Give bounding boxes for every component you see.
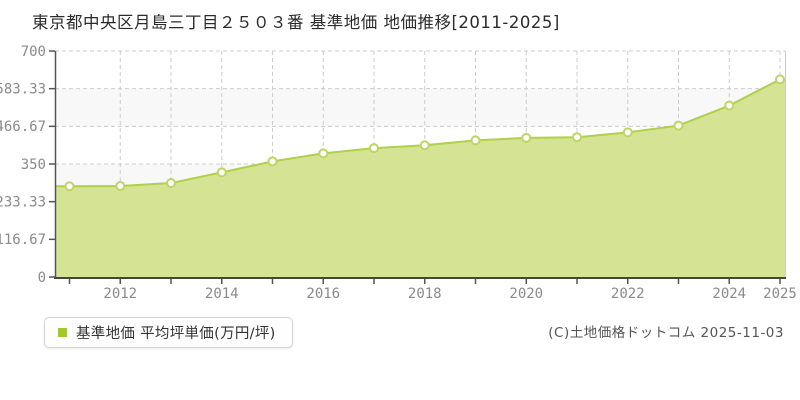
x-tick-label: 2014 [205,286,239,302]
data-point [622,127,633,138]
x-tick-label: 2018 [408,286,442,302]
data-point [216,167,227,178]
x-tick-label: 2016 [306,286,340,302]
x-tick-label: 2012 [103,286,137,302]
x-tick-label: 2024 [712,286,746,302]
data-point [318,148,329,159]
legend-label: 基準地価 平均坪単価(万円/坪) [76,326,276,342]
y-tick-label: 0 [38,270,46,286]
data-point [64,181,75,192]
data-point [267,156,278,167]
y-tick-label: 700 [21,44,46,60]
y-tick-label: 116.67 [0,232,46,248]
series-area [55,79,785,277]
y-tick-label: 350 [21,157,46,173]
data-point [673,120,684,131]
data-point [369,143,379,154]
grid-band [55,88,785,127]
y-tick-label: 466.67 [0,119,46,135]
data-point [166,178,176,189]
legend-marker-icon [58,328,67,337]
page-title: 東京都中央区月島三丁目２５０３番 基準地価 地価推移[2011-2025] [32,13,560,32]
data-point [419,140,430,151]
data-point [470,135,481,146]
legend: 基準地価 平均坪単価(万円/坪) [44,317,293,348]
data-point [724,100,735,111]
x-tick-label: 2022 [611,286,645,302]
data-point [521,132,532,143]
data-point [572,132,582,143]
y-tick-label: 583.33 [0,82,46,98]
x-tick-label: 2020 [509,286,543,302]
data-point [115,180,126,191]
x-tick-label: 2025 [763,286,797,302]
data-point [775,74,785,85]
y-tick-label: 233.33 [0,195,46,211]
copyright-text: (C)土地価格ドットコム 2025-11-03 [548,325,784,341]
